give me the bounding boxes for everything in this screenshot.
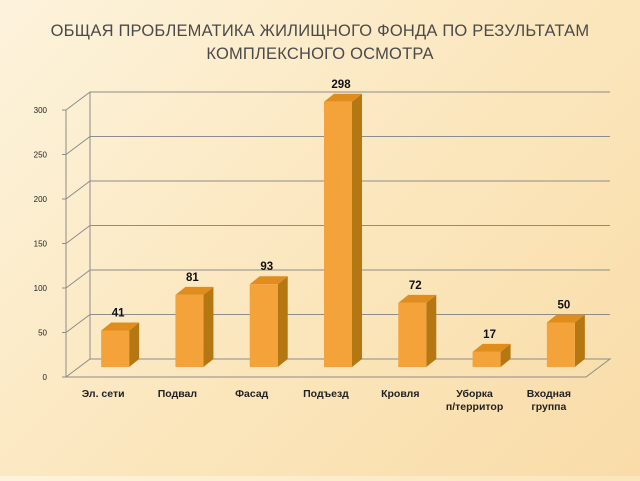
bar-front bbox=[546, 322, 575, 367]
gridline-side bbox=[65, 269, 91, 289]
x-tick-label-line: Фасад bbox=[235, 388, 269, 400]
gridline-side bbox=[65, 314, 91, 333]
bar bbox=[249, 276, 288, 367]
gridline-side bbox=[65, 91, 91, 111]
y-tick-label: 250 bbox=[34, 151, 48, 160]
y-tick-labels: 0 50 100 150 200 250 300 bbox=[34, 106, 48, 382]
x-tick-label: Уборка п/территор bbox=[446, 388, 503, 413]
x-tick-label: Кровля bbox=[381, 388, 419, 400]
bar-top bbox=[546, 314, 585, 323]
x-tick-label: Подъезд bbox=[303, 388, 349, 400]
x-tick-label-line: Входная bbox=[527, 388, 571, 400]
data-label: 41 bbox=[112, 308, 125, 320]
chart-floor bbox=[64, 358, 612, 378]
x-tick-label-line: группа bbox=[531, 401, 566, 413]
bar-front bbox=[249, 284, 278, 367]
bar-top bbox=[472, 343, 511, 352]
data-label: 298 bbox=[331, 79, 351, 91]
x-tick-label-line: Эл. сети bbox=[82, 388, 125, 400]
y-tick-label: 0 bbox=[43, 373, 48, 382]
bar-side bbox=[574, 314, 585, 367]
bar-side bbox=[426, 294, 437, 367]
y-tick-label: 200 bbox=[34, 195, 48, 204]
chart-title-line-2: КОМПЛЕКСНОГО ОСМОТРА bbox=[206, 45, 434, 63]
data-label: 81 bbox=[186, 272, 199, 284]
bar-top bbox=[324, 93, 362, 102]
data-label: 50 bbox=[557, 300, 570, 312]
x-tick-label-line: Подъезд bbox=[303, 388, 349, 400]
chart-title: ОБЩАЯ ПРОБЛЕМАТИКА ЖИЛИЩНОГО ФОНДА ПО РЕ… bbox=[40, 20, 600, 66]
bars bbox=[101, 93, 585, 367]
bar-top bbox=[101, 322, 140, 331]
bar-top bbox=[175, 286, 214, 295]
chart-title-line-1: ОБЩАЯ ПРОБЛЕМАТИКА ЖИЛИЩНОГО ФОНДА ПО РЕ… bbox=[50, 22, 590, 40]
bar-side bbox=[500, 343, 511, 367]
x-tick-label-line: п/территор bbox=[446, 401, 503, 413]
gridline-side bbox=[65, 136, 91, 155]
bar-front bbox=[398, 302, 427, 367]
x-tick-label: Фасад bbox=[235, 388, 269, 400]
bar-side bbox=[203, 286, 214, 367]
bar-front bbox=[472, 351, 501, 367]
x-tick-label-line: Подвал bbox=[158, 388, 197, 400]
bar bbox=[101, 322, 140, 367]
y-tick-label: 50 bbox=[38, 329, 47, 338]
data-label: 17 bbox=[483, 329, 496, 341]
bar bbox=[324, 93, 362, 367]
gridline-side bbox=[65, 180, 91, 200]
data-label: 93 bbox=[260, 261, 273, 273]
bar bbox=[472, 343, 511, 367]
x-tick-label-line: Кровля bbox=[381, 388, 419, 400]
value-labels: 41 81 93 298 72 17 50 bbox=[112, 79, 571, 341]
x-tick-label: Входная группа bbox=[527, 388, 571, 413]
x-tick-labels: Эл. сети Подвал Фасад Подъезд Кровля Уборка п/… bbox=[82, 388, 571, 413]
bar bbox=[546, 314, 585, 367]
y-tick-label: 100 bbox=[34, 284, 48, 293]
bar-top bbox=[398, 294, 437, 303]
bar-top bbox=[249, 276, 288, 285]
bar-front bbox=[324, 101, 352, 367]
x-tick-label: Эл. сети bbox=[82, 388, 125, 400]
gridline-side bbox=[65, 225, 91, 244]
x-tick-label: Подвал bbox=[158, 388, 197, 400]
y-tick-label: 300 bbox=[34, 106, 48, 115]
x-tick-label-line: Уборка bbox=[456, 388, 493, 400]
bar-front bbox=[175, 294, 204, 367]
bar-side bbox=[352, 93, 362, 367]
data-label: 72 bbox=[409, 280, 422, 292]
bar-side bbox=[277, 276, 288, 367]
y-tick-label: 150 bbox=[34, 240, 48, 249]
bar bbox=[398, 294, 437, 367]
bar-front bbox=[101, 330, 130, 367]
bar-side bbox=[129, 322, 140, 367]
bar bbox=[175, 286, 214, 367]
